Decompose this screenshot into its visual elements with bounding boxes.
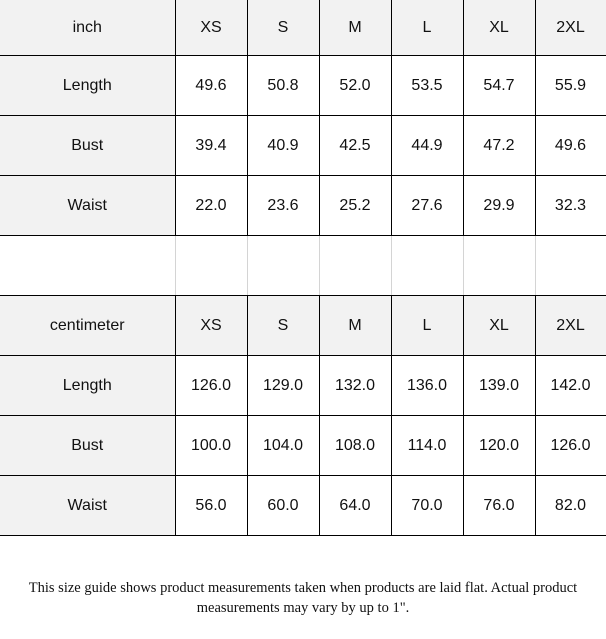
empty-cell bbox=[174, 235, 248, 296]
measurement-value: 126.0 bbox=[174, 355, 248, 416]
size-header: 2XL bbox=[534, 295, 606, 356]
spacer-row bbox=[0, 235, 606, 296]
measurement-value: 142.0 bbox=[534, 355, 606, 416]
empty-cell bbox=[0, 235, 176, 296]
centimeter-header-row: centimeter XS S M L XL 2XL bbox=[0, 295, 606, 356]
note-line-1: This size guide shows product measuremen… bbox=[28, 580, 578, 596]
empty-cell bbox=[462, 235, 536, 296]
measurement-value: 82.0 bbox=[534, 475, 606, 536]
table-row: Length 126.0 129.0 132.0 136.0 139.0 142.0 bbox=[0, 355, 606, 416]
measurement-value: 53.5 bbox=[390, 55, 464, 116]
table-row: Bust 39.4 40.9 42.5 44.9 47.2 49.6 bbox=[0, 115, 606, 176]
measurement-value: 22.0 bbox=[174, 175, 248, 236]
measurement-value: 23.6 bbox=[246, 175, 320, 236]
size-guide-note: This size guide shows product measuremen… bbox=[0, 578, 606, 618]
size-header: XS bbox=[174, 295, 248, 356]
measurement-value: 132.0 bbox=[318, 355, 392, 416]
size-header: XL bbox=[462, 295, 536, 356]
size-header: 2XL bbox=[534, 0, 606, 56]
size-header: L bbox=[390, 295, 464, 356]
measurement-value: 25.2 bbox=[318, 175, 392, 236]
measurement-value: 39.4 bbox=[174, 115, 248, 176]
size-header: XS bbox=[174, 0, 248, 56]
measurement-value: 60.0 bbox=[246, 475, 320, 536]
measurement-label: Waist bbox=[0, 175, 176, 236]
size-header: S bbox=[246, 0, 320, 56]
measurement-value: 136.0 bbox=[390, 355, 464, 416]
measurement-value: 104.0 bbox=[246, 415, 320, 476]
size-header: M bbox=[318, 0, 392, 56]
empty-cell bbox=[534, 235, 606, 296]
measurement-value: 29.9 bbox=[462, 175, 536, 236]
measurement-label: Bust bbox=[0, 415, 176, 476]
measurement-label: Waist bbox=[0, 475, 176, 536]
measurement-label: Bust bbox=[0, 115, 176, 176]
measurement-value: 100.0 bbox=[174, 415, 248, 476]
empty-cell bbox=[246, 235, 320, 296]
empty-cell bbox=[318, 235, 392, 296]
measurement-value: 47.2 bbox=[462, 115, 536, 176]
note-line-2: measurements may vary by up to 1". bbox=[196, 600, 410, 616]
measurement-value: 40.9 bbox=[246, 115, 320, 176]
measurement-value: 44.9 bbox=[390, 115, 464, 176]
measurement-value: 49.6 bbox=[174, 55, 248, 116]
measurement-value: 108.0 bbox=[318, 415, 392, 476]
table-row: Waist 56.0 60.0 64.0 70.0 76.0 82.0 bbox=[0, 475, 606, 536]
table-row: Waist 22.0 23.6 25.2 27.6 29.9 32.3 bbox=[0, 175, 606, 236]
inch-header-row: inch XS S M L XL 2XL bbox=[0, 0, 606, 56]
measurement-label: Length bbox=[0, 355, 176, 416]
size-header: S bbox=[246, 295, 320, 356]
table-row: Bust 100.0 104.0 108.0 114.0 120.0 126.0 bbox=[0, 415, 606, 476]
measurement-value: 114.0 bbox=[390, 415, 464, 476]
empty-cell bbox=[390, 235, 464, 296]
measurement-value: 120.0 bbox=[462, 415, 536, 476]
measurement-value: 139.0 bbox=[462, 355, 536, 416]
measurement-value: 52.0 bbox=[318, 55, 392, 116]
measurement-value: 70.0 bbox=[390, 475, 464, 536]
measurement-value: 49.6 bbox=[534, 115, 606, 176]
size-header: XL bbox=[462, 0, 536, 56]
measurement-value: 42.5 bbox=[318, 115, 392, 176]
measurement-value: 27.6 bbox=[390, 175, 464, 236]
measurement-value: 76.0 bbox=[462, 475, 536, 536]
size-header: L bbox=[390, 0, 464, 56]
unit-label: inch bbox=[0, 0, 176, 56]
measurement-value: 32.3 bbox=[534, 175, 606, 236]
measurement-value: 54.7 bbox=[462, 55, 536, 116]
measurement-value: 64.0 bbox=[318, 475, 392, 536]
size-chart-table: inch XS S M L XL 2XL Length 49.6 50.8 52.0 53.5 54.7… bbox=[0, 0, 606, 536]
measurement-value: 55.9 bbox=[534, 55, 606, 116]
measurement-value: 50.8 bbox=[246, 55, 320, 116]
measurement-label: Length bbox=[0, 55, 176, 116]
measurement-value: 129.0 bbox=[246, 355, 320, 416]
unit-label: centimeter bbox=[0, 295, 176, 356]
table-row: Length 49.6 50.8 52.0 53.5 54.7 55.9 bbox=[0, 55, 606, 116]
measurement-value: 126.0 bbox=[534, 415, 606, 476]
size-header: M bbox=[318, 295, 392, 356]
measurement-value: 56.0 bbox=[174, 475, 248, 536]
